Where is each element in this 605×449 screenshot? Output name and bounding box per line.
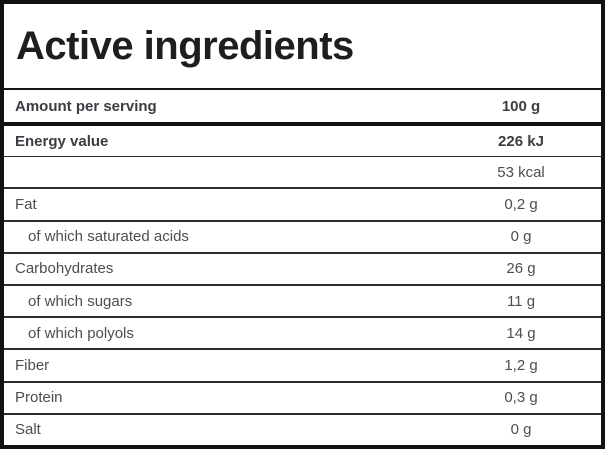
table-row: 53 kcal	[4, 157, 601, 190]
row-value: 11 g	[506, 292, 536, 310]
row-value: 53 kcal	[497, 163, 545, 181]
row-label: Energy value	[15, 132, 109, 150]
row-label: Fiber	[15, 357, 50, 375]
row-label: Amount per serving	[15, 97, 157, 115]
row-label: Carbohydrates	[15, 260, 114, 278]
title-section: Active ingredients	[4, 4, 601, 90]
table-row: Fiber 1,2 g	[4, 350, 601, 383]
amount-per-serving-row: Amount per serving 100 g	[4, 90, 601, 126]
row-label: Protein	[15, 389, 63, 407]
row-value: 226 kJ	[498, 132, 544, 150]
table-row: Energy value 226 kJ	[4, 126, 601, 158]
table-row: of which polyols 14 g	[4, 318, 601, 351]
table-row: Fat 0,2 g	[4, 189, 601, 222]
table-title: Active ingredients	[16, 24, 354, 68]
table-row: Salt 0 g	[4, 415, 601, 445]
table-row: of which sugars 11 g	[4, 286, 601, 319]
row-label: of which saturated acids	[28, 228, 189, 246]
row-label: Salt	[15, 421, 41, 439]
row-value: 100 g	[501, 97, 541, 115]
row-value: 14 g	[506, 324, 536, 342]
row-value: 0 g	[510, 421, 532, 439]
row-label: of which polyols	[28, 324, 134, 342]
table-row: of which saturated acids 0 g	[4, 222, 601, 254]
table-row: Protein 0,3 g	[4, 383, 601, 415]
table-row: Carbohydrates 26 g	[4, 254, 601, 287]
row-value: 26 g	[506, 260, 536, 278]
row-value: 0,3 g	[504, 389, 538, 407]
row-value: 0 g	[510, 228, 532, 246]
row-label: Fat	[15, 196, 37, 213]
row-value: 0,2 g	[504, 196, 538, 213]
row-value: 1,2 g	[504, 357, 538, 375]
row-label: of which sugars	[28, 292, 133, 310]
